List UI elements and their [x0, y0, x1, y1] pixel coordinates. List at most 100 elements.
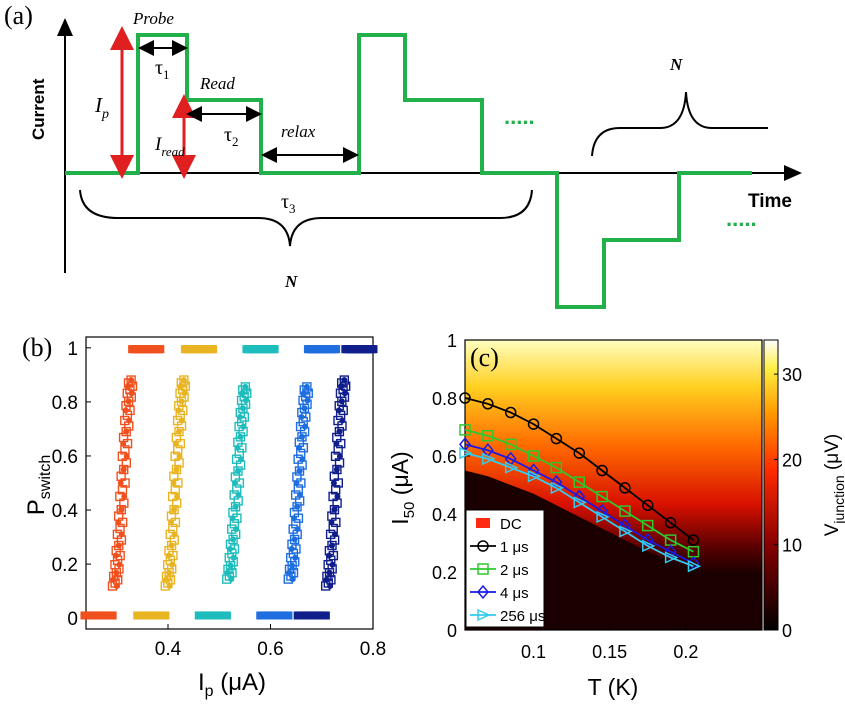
b-point-open: [332, 432, 342, 443]
c-point: [482, 429, 494, 442]
b-series: [133, 345, 218, 620]
panel-b-label: (b): [22, 333, 52, 362]
c-point: [664, 551, 679, 564]
b-point-open: [115, 523, 125, 534]
b-point-open: [228, 507, 238, 518]
c-series: [459, 424, 700, 558]
c-ytick-label: 0.8: [432, 389, 457, 409]
b-point-open: [329, 471, 340, 481]
b-point-open: [179, 375, 189, 385]
n-label-right: N: [669, 55, 683, 74]
c-point: [596, 464, 608, 477]
c-ytick-label: 0.2: [432, 563, 457, 583]
b-point-open: [230, 472, 241, 482]
b-point-open: [116, 471, 126, 481]
b-point-open: [170, 485, 180, 495]
panel-a-label: (a): [4, 1, 33, 30]
c-point: [482, 398, 494, 410]
b-point-dot: [298, 433, 305, 440]
b-point-open: [328, 523, 338, 534]
b-point-dot: [334, 493, 341, 500]
b-point-open: [292, 472, 302, 482]
b-point-dot: [333, 466, 340, 473]
b-series: [256, 345, 341, 620]
panel-c-ticks: 0.1 0.15 0.2 0 0.2 0.4 0.6 0.8 1: [432, 331, 698, 662]
b-point-open: [113, 511, 124, 521]
b-point-open: [235, 432, 246, 442]
b-series: [194, 345, 279, 620]
b-point-dot: [171, 506, 178, 513]
b-point-open: [119, 464, 129, 475]
b-point-open: [166, 511, 177, 521]
b-series: [80, 345, 165, 620]
c-point: [527, 418, 540, 430]
b-point-dot: [180, 377, 187, 384]
colorbar-tick-label: 20: [782, 450, 802, 470]
b-point: [156, 345, 165, 354]
legend: DC 1 μs 2 μs 4 μs 256 μs: [465, 509, 545, 628]
c-point: [550, 432, 563, 445]
b-point-open: [233, 466, 243, 476]
b-point-open: [289, 507, 300, 518]
b-point-dot: [117, 480, 124, 486]
b-point-open: [292, 502, 302, 512]
b-point-open: [169, 471, 179, 481]
colorbar-ticks: 0 10 20 30: [774, 365, 802, 641]
b-point-dot: [176, 453, 183, 460]
c-xtick-label: 0.15: [592, 642, 627, 662]
c-point: [619, 505, 631, 517]
relax-label: relax: [281, 122, 316, 141]
ip-label: Ip: [94, 93, 109, 122]
iread-label: Iread: [154, 134, 185, 159]
c-point: [619, 482, 631, 494]
c-point: [619, 525, 633, 538]
c-point: [642, 499, 654, 512]
b-point: [270, 345, 279, 354]
b-xtick-label: 0.6: [257, 639, 283, 660]
b-point-open: [234, 448, 244, 459]
c-point: [573, 476, 585, 488]
c-series: [459, 446, 702, 573]
b-point: [209, 345, 218, 354]
c-ytick-label: 0.6: [432, 447, 457, 467]
panel-b-frame: [85, 336, 374, 630]
b-ytick-label: 0.2: [52, 555, 78, 576]
c-point: [527, 450, 540, 462]
c-point: [687, 534, 700, 546]
legend-item: DC: [476, 516, 522, 533]
colorbar-tick-label: 0: [782, 621, 792, 641]
b-point-open: [230, 502, 241, 512]
b-point-open: [118, 432, 129, 443]
panel-c-frame: [464, 339, 763, 631]
c-xtick-label: 0.1: [521, 642, 546, 662]
b-point-dot: [291, 536, 298, 543]
panel-b-xlabel: Ip (μA): [198, 669, 266, 700]
b-point-dot: [230, 536, 237, 543]
b-ytick-label: 0.6: [52, 447, 78, 468]
b-point-open: [166, 540, 177, 551]
b-point: [321, 611, 330, 620]
panel-b-series: [80, 345, 378, 620]
b-point-open: [114, 540, 124, 551]
b-ytick-label: 0.8: [52, 393, 78, 414]
b-point-open: [289, 534, 300, 545]
c-point: [573, 496, 588, 509]
b-point-dot: [237, 433, 244, 440]
panel-a: (a) Current Time ..... ..... Ip Iread Pr…: [4, 1, 802, 309]
legend-marker: [477, 584, 489, 600]
c-series-line: [464, 397, 695, 541]
b-ytick-label: 0: [67, 609, 78, 630]
legend-label: DC: [500, 516, 522, 533]
colorbar-tick-label: 30: [782, 365, 802, 385]
b-point-open: [330, 485, 341, 495]
n-brace-bottom: [79, 189, 533, 247]
c-series-line: [464, 443, 694, 565]
legend-marker: [477, 563, 489, 575]
n-brace-right: [591, 91, 768, 157]
b-point-open: [232, 484, 242, 494]
legend-label: 2 μs: [500, 562, 529, 579]
b-point-open: [294, 466, 305, 476]
b-point-open: [228, 534, 238, 545]
b-point-dot: [328, 519, 335, 526]
